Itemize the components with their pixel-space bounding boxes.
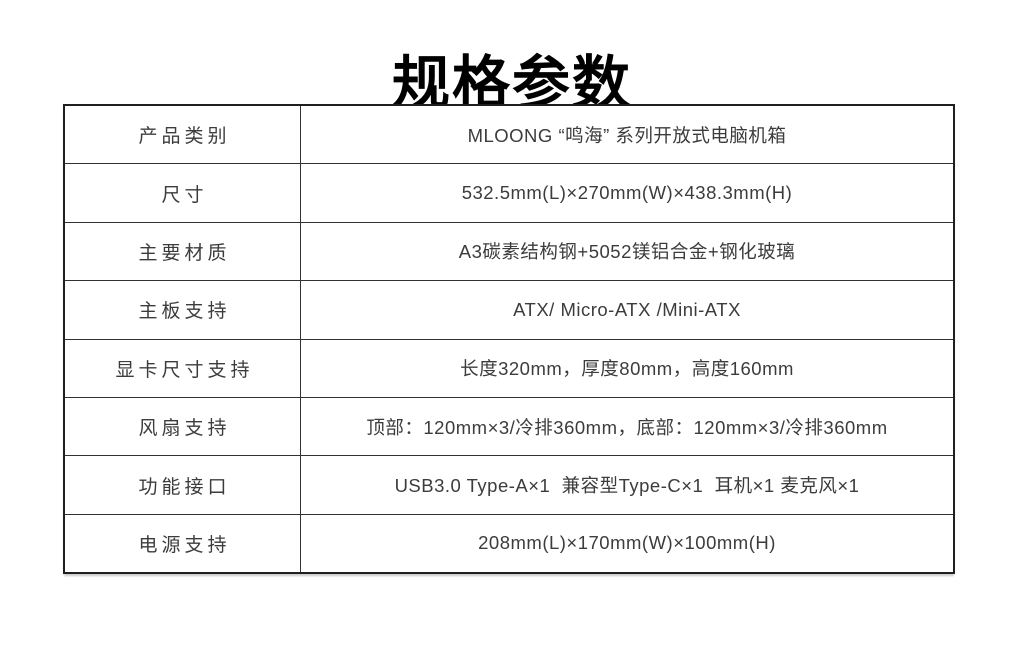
- row-label: 显卡尺寸支持: [65, 339, 301, 397]
- spec-table: 产品类别 MLOONG “鸣海” 系列开放式电脑机箱 尺寸 532.5mm(L)…: [63, 104, 955, 575]
- row-value: 208mm(L)×170mm(W)×100mm(H): [478, 532, 776, 554]
- row-value: USB3.0 Type-A×1 兼容型Type-C×1 耳机×1 麦克风×1: [394, 475, 860, 497]
- table-row-materials: 主要材质 A3碳素结构钢+5052镁铝合金+钢化玻璃: [65, 222, 953, 282]
- row-value: 顶部：120mm×3/冷排360mm，底部：120mm×3/冷排360mm: [366, 416, 888, 438]
- table-row-gpu-size-support: 显卡尺寸支持 长度320mm，厚度80mm，高度160mm: [65, 339, 953, 398]
- row-label: 风扇支持: [65, 397, 301, 456]
- row-label: 尺寸: [65, 164, 301, 222]
- row-value: MLOONG “鸣海” 系列开放式电脑机箱: [467, 124, 787, 146]
- row-label: 功能接口: [65, 456, 301, 514]
- row-label: 主要材质: [65, 222, 301, 281]
- row-value: ATX/ Micro-ATX /Mini-ATX: [513, 298, 741, 320]
- table-row-motherboard-support: 主板支持 ATX/ Micro-ATX /Mini-ATX: [65, 281, 953, 340]
- table-row-dimensions: 尺寸 532.5mm(L)×270mm(W)×438.3mm(H): [65, 164, 953, 223]
- row-value: 长度320mm，厚度80mm，高度160mm: [460, 358, 794, 380]
- table-row-psu-support: 电源支持 208mm(L)×170mm(W)×100mm(H): [65, 514, 953, 573]
- row-label: 电源支持: [65, 514, 301, 573]
- table-row-fan-support: 风扇支持 顶部：120mm×3/冷排360mm，底部：120mm×3/冷排360…: [65, 397, 953, 457]
- row-value: 532.5mm(L)×270mm(W)×438.3mm(H): [461, 182, 793, 204]
- table-row-product-category: 产品类别 MLOONG “鸣海” 系列开放式电脑机箱: [65, 106, 953, 165]
- row-value: A3碳素结构钢+5052镁铝合金+钢化玻璃: [458, 241, 796, 263]
- table-row-io-ports: 功能接口 USB3.0 Type-A×1 兼容型Type-C×1 耳机×1 麦克…: [65, 456, 953, 515]
- row-label: 主板支持: [65, 281, 301, 339]
- row-label: 产品类别: [65, 106, 301, 164]
